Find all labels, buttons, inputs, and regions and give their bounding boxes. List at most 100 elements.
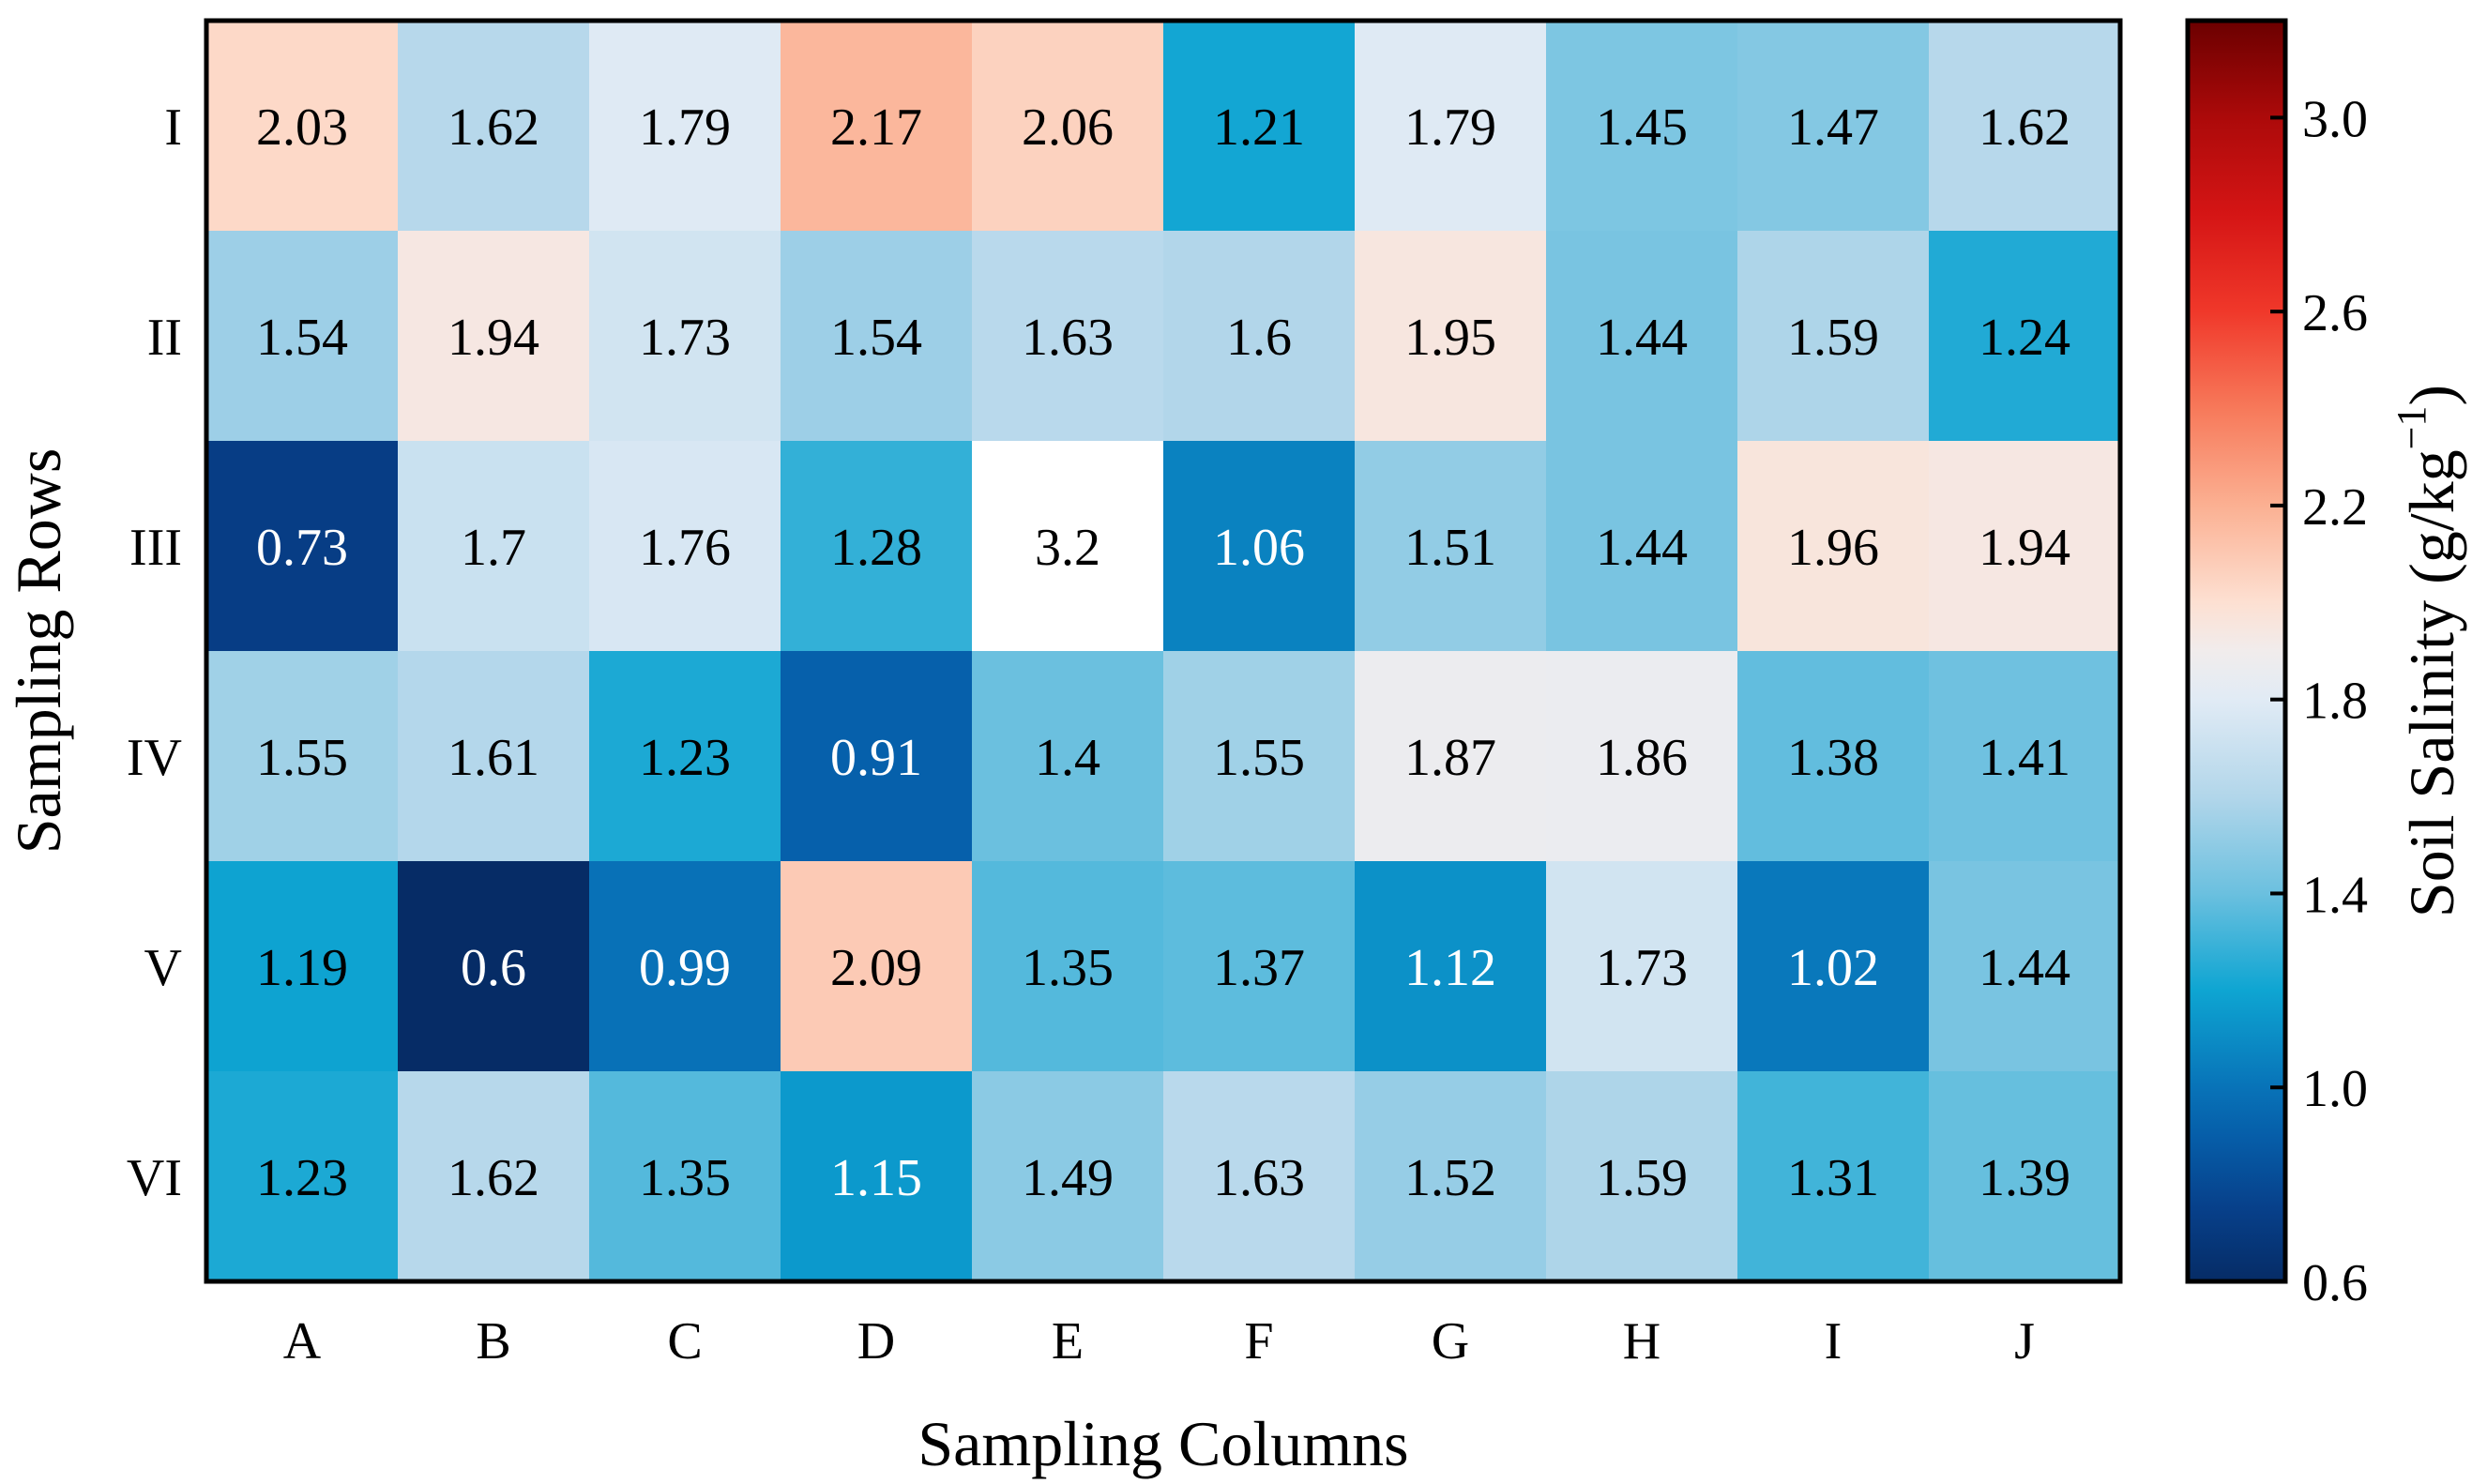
cell-value-label: 1.55 xyxy=(1213,729,1305,787)
heatmap-cell xyxy=(781,441,973,652)
x-tick-label: G xyxy=(1432,1312,1469,1370)
cell-value-label: 1.37 xyxy=(1213,939,1305,997)
cell-value-label: 1.44 xyxy=(1596,309,1688,367)
x-tick-label: J xyxy=(2014,1312,2035,1370)
heatmap-cell xyxy=(781,1071,973,1282)
cell-value-label: 1.86 xyxy=(1596,729,1688,787)
cell-value-label: 1.12 xyxy=(1404,939,1496,997)
y-tick-label: VI xyxy=(127,1149,182,1207)
heatmap-cell xyxy=(398,651,590,862)
cell-value-label: 1.47 xyxy=(1787,98,1879,157)
heatmap-cell xyxy=(972,441,1164,652)
x-tick-label: E xyxy=(1052,1312,1084,1370)
cell-value-label: 0.91 xyxy=(830,729,922,787)
heatmap-cell xyxy=(1546,861,1738,1072)
cell-value-label: 1.35 xyxy=(639,1149,731,1207)
heatmap-cell xyxy=(1737,861,1930,1072)
heatmap-cell xyxy=(972,861,1164,1072)
cell-value-label: 1.4 xyxy=(1035,729,1100,787)
cell-value-label: 1.52 xyxy=(1404,1149,1496,1207)
heatmap-cell xyxy=(1929,651,2121,862)
cell-value-label: 1.73 xyxy=(1596,939,1688,997)
cell-value-label: 1.54 xyxy=(830,309,922,367)
cell-value-label: 2.06 xyxy=(1022,98,1114,157)
y-tick-label: I xyxy=(164,98,182,157)
heatmap-cell xyxy=(1163,441,1356,652)
colorbar-tick-label: 2.6 xyxy=(2302,284,2368,342)
heatmap-cell xyxy=(398,231,590,442)
colorbar-tick-label: 3.0 xyxy=(2302,90,2368,148)
colorbar-tick-label: 1.8 xyxy=(2302,673,2368,731)
cell-value-label: 1.6 xyxy=(1226,309,1292,367)
heatmap-cell xyxy=(1929,231,2121,442)
cell-value-label: 1.24 xyxy=(1979,309,2070,367)
x-tick-label: D xyxy=(857,1312,895,1370)
cell-value-label: 1.28 xyxy=(830,519,922,577)
heatmap-cell xyxy=(972,651,1164,862)
cell-value-label: 1.94 xyxy=(1979,519,2070,577)
y-tick-label: II xyxy=(147,309,182,367)
x-tick-label: F xyxy=(1244,1312,1273,1370)
x-axis-label: Sampling Columns xyxy=(917,1408,1408,1479)
cell-value-label: 1.96 xyxy=(1787,519,1879,577)
colorbar-label-main: Soil Salinity (g/kg xyxy=(2396,449,2467,917)
heatmap-cell xyxy=(1737,1071,1930,1282)
cell-value-label: 1.39 xyxy=(1979,1149,2070,1207)
plot-frame xyxy=(204,18,2123,1284)
colorbar-label-end: ) xyxy=(2396,385,2467,406)
heatmap-cell xyxy=(972,1071,1164,1282)
colorbar-frame xyxy=(2185,18,2288,1284)
heatmap-cell xyxy=(206,861,399,1072)
cell-value-label: 2.03 xyxy=(256,98,348,157)
heatmap-cell xyxy=(1737,441,1930,652)
heatmap-cell xyxy=(1737,21,1930,232)
heatmap-cell xyxy=(589,21,781,232)
cell-value-label: 1.62 xyxy=(447,1149,539,1207)
cell-value-label: 1.35 xyxy=(1022,939,1114,997)
cell-value-label: 1.23 xyxy=(639,729,731,787)
heatmap-cell xyxy=(206,231,399,442)
heatmap-cell xyxy=(972,21,1164,232)
cell-value-label: 1.62 xyxy=(1979,98,2070,157)
cell-value-label: 1.94 xyxy=(447,309,539,367)
colorbar-tick-label: 0.6 xyxy=(2302,1254,2368,1312)
heatmap-cell xyxy=(1163,1071,1356,1282)
cell-value-label: 0.99 xyxy=(639,939,731,997)
heatmap-cell xyxy=(1929,861,2121,1072)
cell-value-label: 1.79 xyxy=(639,98,731,157)
heatmap-cell xyxy=(1355,651,1547,862)
x-tick-label: I xyxy=(1825,1312,1843,1370)
cell-value-label: 1.49 xyxy=(1022,1149,1114,1207)
cell-value-label: 1.73 xyxy=(639,309,731,367)
heatmap-cell xyxy=(781,21,973,232)
heatmap-cell xyxy=(398,861,590,1072)
colorbar-tick-label: 1.4 xyxy=(2302,866,2368,924)
cell-value-label: 0.6 xyxy=(461,939,526,997)
cell-value-label: 1.7 xyxy=(461,519,526,577)
cell-value-label: 1.95 xyxy=(1404,309,1496,367)
cell-value-label: 1.55 xyxy=(256,729,348,787)
y-tick-label: V xyxy=(144,939,182,997)
x-tick-label: B xyxy=(476,1312,510,1370)
cell-value-label: 2.17 xyxy=(830,98,922,157)
cell-value-label: 1.51 xyxy=(1404,519,1496,577)
heatmap-cell xyxy=(1163,21,1356,232)
heatmap-cell xyxy=(206,1071,399,1282)
heatmap-cell xyxy=(1355,21,1547,232)
y-tick-label: III xyxy=(129,519,182,577)
heatmap-cell xyxy=(781,861,973,1072)
heatmap-cell xyxy=(1355,231,1547,442)
heatmap-cell xyxy=(589,651,781,862)
heatmap-cell xyxy=(1163,651,1356,862)
heatmap-cell xyxy=(1929,21,2121,232)
cell-value-label: 1.44 xyxy=(1596,519,1688,577)
heatmap-cell xyxy=(589,861,781,1072)
heatmap-cell xyxy=(589,1071,781,1282)
cell-value-label: 1.02 xyxy=(1787,939,1879,997)
heatmap-cell xyxy=(1546,21,1738,232)
cell-value-label: 1.44 xyxy=(1979,939,2070,997)
heatmap-cell xyxy=(206,21,399,232)
cell-value-label: 1.62 xyxy=(447,98,539,157)
cell-value-label: 1.79 xyxy=(1404,98,1496,157)
